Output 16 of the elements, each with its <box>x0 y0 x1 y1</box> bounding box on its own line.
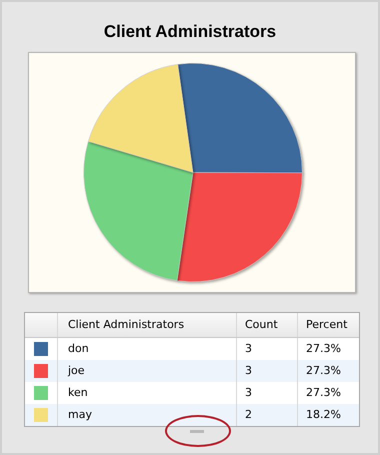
text: Count <box>237 313 298 337</box>
text: 3 <box>237 338 298 360</box>
legend-label: don <box>58 338 237 360</box>
data-label: 27.3% <box>305 385 342 401</box>
legend-label: ken <box>58 382 237 404</box>
text: 3 <box>237 382 298 404</box>
legend-label: may <box>58 404 237 426</box>
text: 2 <box>237 404 298 426</box>
text: Percent <box>305 317 348 333</box>
legend-title: Client Administrators <box>58 313 237 337</box>
data-label: 18.2% <box>305 407 342 423</box>
legend-label: joe <box>58 360 237 382</box>
text: 3 <box>237 360 298 382</box>
data-label: 27.3% <box>305 363 342 379</box>
chart-title: Client Administrators <box>102 22 278 42</box>
data-label: 27.3% <box>305 341 342 357</box>
